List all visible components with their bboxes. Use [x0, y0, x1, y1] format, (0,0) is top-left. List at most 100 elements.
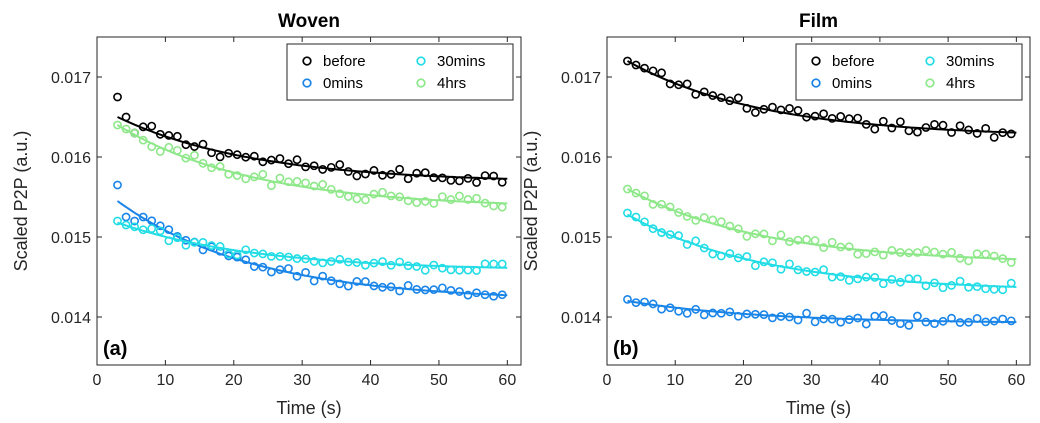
- data-point: [853, 313, 863, 323]
- data-point: [437, 283, 447, 293]
- fit-line: [627, 300, 1017, 324]
- data-point: [964, 282, 973, 292]
- data-point: [819, 243, 829, 252]
- data-point: [750, 261, 760, 271]
- data-point: [292, 176, 302, 186]
- data-point: [429, 285, 439, 295]
- data-point: [938, 283, 948, 293]
- data-point: [989, 251, 999, 261]
- data-point: [258, 169, 268, 179]
- x-tick-label: 50: [939, 372, 957, 389]
- data-point: [472, 193, 481, 203]
- x-axis-label: Time (s): [786, 398, 851, 418]
- panel-label: (a): [103, 338, 127, 360]
- data-point: [836, 112, 846, 121]
- data-point: [121, 212, 131, 222]
- x-tick-label: 20: [225, 372, 243, 389]
- legend: before 30mins 0mins 4hrs: [795, 43, 1023, 101]
- series-4hrs: [113, 120, 508, 212]
- x-tick-label: 60: [1007, 372, 1025, 389]
- fit-line: [116, 124, 508, 205]
- data-point: [750, 108, 760, 117]
- data-point: [352, 277, 362, 286]
- data-point: [335, 189, 345, 199]
- data-point: [938, 249, 948, 259]
- axes-box: [96, 36, 522, 366]
- legend-box: [286, 43, 514, 101]
- data-point: [113, 92, 122, 102]
- data-point: [361, 260, 370, 270]
- legend-entry-30mins: 30mins: [437, 53, 485, 70]
- data-point: [682, 308, 692, 318]
- data-point: [403, 174, 413, 184]
- y-tick-label: 0.014: [561, 310, 601, 327]
- data-point: [412, 198, 422, 208]
- data-point: [224, 249, 234, 259]
- legend-entry-30mins: 30mins: [946, 53, 994, 70]
- y-tick-label: 0.017: [51, 70, 91, 87]
- data-point: [870, 124, 880, 134]
- data-point: [785, 103, 794, 113]
- data-point: [827, 114, 837, 123]
- data-point: [378, 170, 387, 180]
- data-point: [733, 93, 743, 103]
- data-point: [853, 113, 863, 123]
- data-point: [335, 279, 345, 289]
- data-point: [258, 157, 268, 167]
- data-point: [113, 120, 122, 130]
- data-point: [318, 180, 328, 189]
- fit-line: [117, 116, 508, 180]
- data-point: [657, 68, 666, 78]
- fit-line: [627, 188, 1017, 261]
- data-point: [674, 208, 684, 217]
- data-point: [955, 253, 965, 263]
- x-tick-label: 0: [93, 372, 102, 389]
- data-point: [793, 235, 803, 245]
- data-point: [793, 105, 803, 115]
- data-point: [853, 249, 863, 259]
- data-point: [429, 173, 439, 183]
- data-point: [335, 160, 345, 169]
- legend-entry-before: before: [323, 53, 366, 70]
- x-tick-label: 30: [803, 372, 821, 389]
- data-point: [437, 173, 447, 183]
- data-point: [412, 262, 422, 271]
- x-tick-label: 50: [430, 372, 448, 389]
- data-point: [378, 257, 387, 266]
- data-point: [198, 237, 208, 247]
- data-point: [768, 258, 777, 268]
- y-axis-label: Scaled P2P (a.u.): [521, 131, 541, 272]
- y-tick-label: 0.017: [561, 70, 601, 87]
- legend-box: [795, 43, 1023, 101]
- series-30mins: [623, 208, 1017, 295]
- legend-entry-4hrs: 4hrs: [946, 75, 975, 92]
- data-point: [369, 189, 379, 199]
- data-point: [955, 121, 965, 131]
- data-point: [113, 216, 122, 226]
- data-point: [215, 162, 225, 171]
- x-tick-label: 40: [362, 372, 380, 389]
- data-point: [640, 297, 649, 307]
- data-point: [981, 249, 991, 259]
- legend-marker-0mins: [302, 78, 312, 88]
- legend-marker-30mins: [925, 56, 935, 66]
- data-point: [420, 265, 430, 275]
- data-point: [972, 282, 982, 292]
- data-point: [913, 248, 922, 257]
- data-point: [878, 116, 888, 126]
- data-point: [665, 79, 675, 89]
- y-tick-label: 0.016: [561, 150, 601, 167]
- data-point: [335, 254, 345, 264]
- data-point: [725, 221, 735, 231]
- data-point: [921, 246, 931, 255]
- legend-entry-0mins: 0mins: [832, 75, 872, 92]
- data-point: [472, 178, 481, 187]
- data-point: [972, 129, 982, 138]
- data-point: [947, 128, 956, 137]
- data-point: [947, 281, 956, 290]
- series-0mins: [623, 294, 1017, 330]
- data-point: [215, 152, 225, 162]
- data-point: [489, 259, 499, 269]
- data-point: [776, 105, 786, 115]
